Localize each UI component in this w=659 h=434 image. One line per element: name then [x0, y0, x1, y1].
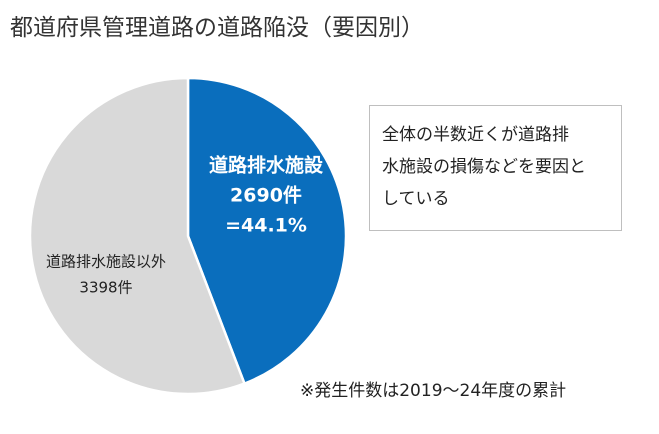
pie-slice-1	[186, 76, 348, 386]
pie-slice-2-label-2: 3398件	[79, 279, 132, 297]
pie-slice-2	[28, 76, 247, 396]
pie-slice-1-label-3: =44.1%	[225, 215, 307, 237]
annotation-line-2: 水施設の損傷などを要因と	[382, 157, 586, 177]
annotation-box: 全体の半数近くが道路排 水施設の損傷などを要因と している	[369, 105, 622, 231]
annotation-line-1: 全体の半数近くが道路排	[382, 125, 569, 145]
annotation-line-3: している	[382, 189, 450, 209]
chart-title: 都道府県管理道路の道路陥没（要因別）	[10, 15, 424, 41]
pie-slice-1-label-1: 道路排水施設	[209, 154, 324, 177]
footnote: ※発生件数は2019～24年度の累計	[300, 381, 567, 401]
pie-slice-1-label-2: 2690件	[230, 184, 302, 207]
pie-slice-2-label-1: 道路排水施設以外	[46, 253, 166, 271]
